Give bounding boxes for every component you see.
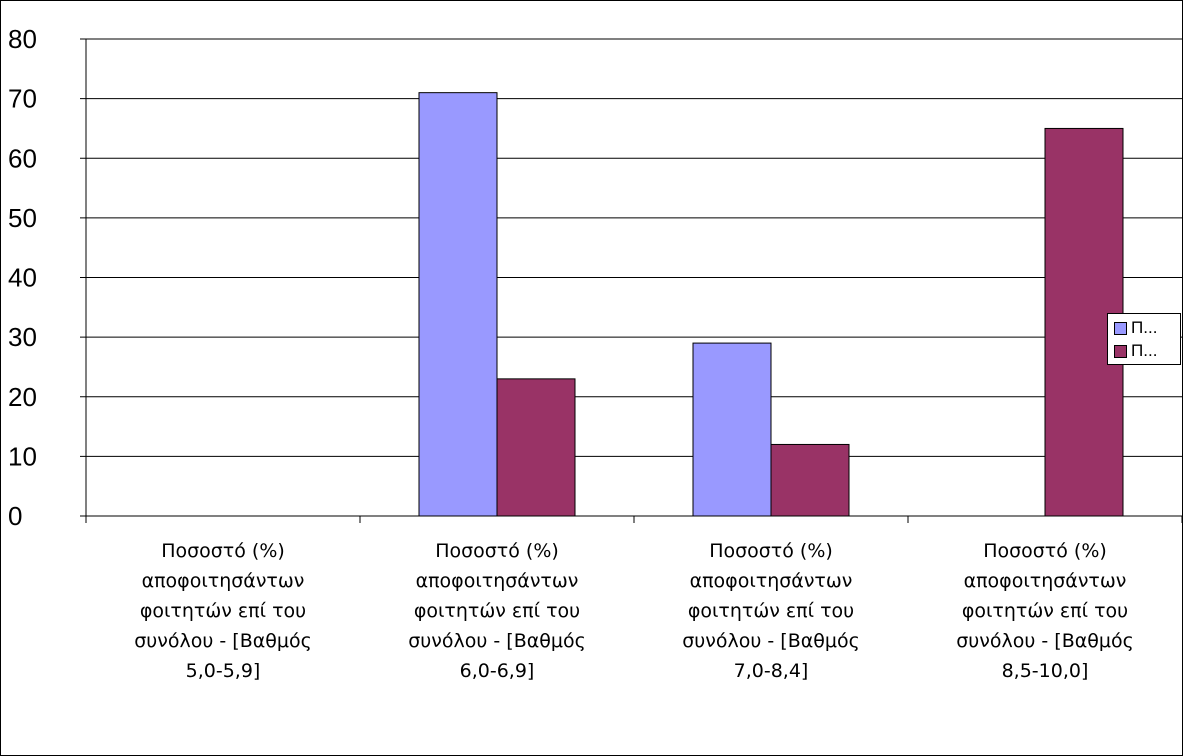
x-category-label-line: φοιτητών επί του bbox=[688, 600, 854, 622]
legend-swatch bbox=[1114, 345, 1127, 359]
legend-label: Π... bbox=[1131, 341, 1158, 360]
x-category-label-line: 6,0-6,9] bbox=[460, 660, 535, 682]
x-category-label-line: Ποσοστό (%) bbox=[161, 540, 285, 562]
y-tick-label: 10 bbox=[8, 441, 37, 471]
x-category-label-line: 5,0-5,9] bbox=[186, 660, 261, 682]
y-tick-label: 20 bbox=[8, 382, 37, 412]
x-category-label-line: αποφοιτησάντων bbox=[142, 570, 305, 592]
legend: Π... Π... bbox=[1107, 313, 1181, 365]
x-category-label-line: 7,0-8,4] bbox=[734, 660, 809, 682]
legend-item-series-1: Π... bbox=[1114, 318, 1157, 338]
x-category-label-line: συνόλου - [Βαθμός bbox=[134, 630, 312, 652]
x-category-label-line: Ποσοστό (%) bbox=[709, 540, 833, 562]
x-category-label-line: συνόλου - [Βαθμός bbox=[956, 630, 1134, 652]
x-category-label-line: Ποσοστό (%) bbox=[435, 540, 559, 562]
x-category-label-line: φοιτητών επί του bbox=[140, 600, 306, 622]
bar bbox=[496, 378, 576, 517]
x-category-label-line: αποφοιτησάντων bbox=[416, 570, 579, 592]
y-tick-label: 70 bbox=[8, 84, 37, 114]
legend-label: Π... bbox=[1131, 318, 1158, 337]
x-category-label: Ποσοστό (%) αποφοιτησάντων φοιτητών επί το… bbox=[408, 540, 586, 682]
x-category-label-line: αποφοιτησάντων bbox=[964, 570, 1127, 592]
bar bbox=[770, 443, 850, 517]
x-category-label-line: Ποσοστό (%) bbox=[983, 540, 1107, 562]
x-category-label-line: συνόλου - [Βαθμός bbox=[682, 630, 860, 652]
x-category-label: Ποσοστό (%) αποφοιτησάντων φοιτητών επί το… bbox=[956, 540, 1134, 682]
bar bbox=[418, 92, 498, 517]
legend-item-series-2: Π... bbox=[1114, 341, 1157, 361]
y-tick-label: 60 bbox=[8, 143, 37, 173]
y-tick-label: 30 bbox=[8, 322, 37, 352]
x-category-label-line: 8,5-10,0] bbox=[1002, 660, 1089, 682]
legend-swatch bbox=[1114, 322, 1127, 336]
x-category-label-line: φοιτητών επί του bbox=[414, 600, 580, 622]
x-category-label-line: συνόλου - [Βαθμός bbox=[408, 630, 586, 652]
x-category-label-line: φοιτητών επί του bbox=[962, 600, 1128, 622]
y-tick-label: 80 bbox=[8, 24, 37, 54]
y-tick-label: 0 bbox=[8, 501, 22, 531]
x-category-label-line: αποφοιτησάντων bbox=[690, 570, 853, 592]
x-category-label: Ποσοστό (%) αποφοιτησάντων φοιτητών επί το… bbox=[134, 540, 312, 682]
bar bbox=[692, 342, 772, 517]
y-tick-label: 40 bbox=[8, 263, 37, 293]
x-category-label: Ποσοστό (%) αποφοιτησάντων φοιτητών επί το… bbox=[682, 540, 860, 682]
y-tick-label: 50 bbox=[8, 203, 37, 233]
